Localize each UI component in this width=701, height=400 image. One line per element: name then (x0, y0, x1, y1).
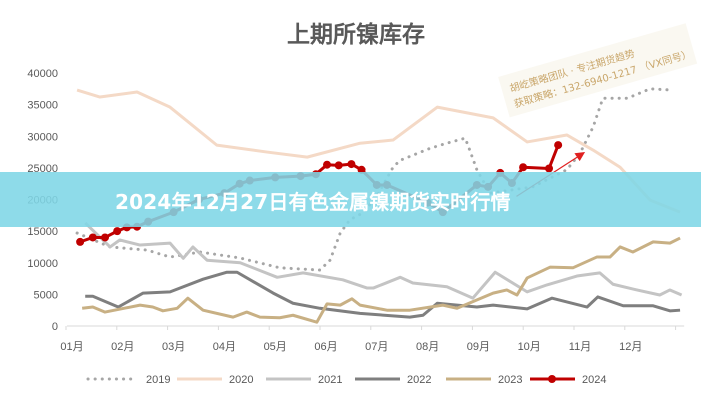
y-tick-label: 40000 (27, 68, 58, 80)
headline-banner (0, 172, 701, 227)
data-point-2024 (76, 237, 85, 246)
data-point-2024 (88, 233, 97, 242)
data-point-2024 (545, 164, 554, 173)
series-2021 (84, 221, 683, 300)
x-tick-label: 12月 (619, 341, 642, 353)
legend-item-2021: 2021 (266, 374, 342, 386)
legend-label: 2021 (318, 374, 342, 386)
x-tick-label: 04月 (213, 341, 236, 353)
legend-label: 2019 (146, 374, 170, 386)
legend-label: 2023 (498, 374, 522, 386)
x-tick-label: 09月 (467, 341, 490, 353)
data-point-2024 (357, 165, 366, 174)
y-tick-label: 15000 (27, 226, 58, 238)
x-tick-label: 02月 (111, 341, 134, 353)
x-tick-label: 07月 (365, 341, 388, 353)
data-point-2024 (113, 227, 122, 236)
y-tick-label: 25000 (27, 163, 58, 175)
legend-item-2019: 2019 (86, 374, 170, 386)
legend-item-2023: 2023 (446, 374, 522, 386)
watermark: 胡屹策略团队 · 专注期货趋势 获取策略：132-6940-1217 （VX同号… (498, 23, 698, 118)
y-tick-label: 35000 (27, 100, 58, 112)
legend: 2019 2020 2021 2022 2023 2024 (86, 374, 606, 386)
legend-label: 2020 (229, 374, 253, 386)
series-line-2019 (75, 87, 675, 272)
series-2020 (76, 88, 681, 214)
series-line-2021 (84, 221, 683, 300)
y-axis: 0500010000150002000025000300003500040000 (27, 68, 58, 333)
data-point-2024 (554, 141, 563, 150)
series-2023 (81, 236, 681, 324)
legend-label: 2022 (407, 374, 431, 386)
data-point-2024 (347, 160, 356, 169)
x-tick-label: 11月 (569, 341, 591, 353)
data-point-2024 (323, 160, 332, 169)
series-line-2023 (81, 236, 681, 324)
data-point-2024 (101, 233, 110, 242)
headline-text: 2024年12月27日有色金属镍期货实时行情 (115, 190, 511, 214)
y-tick-label: 30000 (27, 131, 58, 143)
x-tick-label: 05月 (264, 341, 287, 353)
legend-marker (548, 375, 556, 383)
chart-title: 上期所镍库存 (287, 21, 425, 48)
y-tick-label: 5000 (34, 289, 58, 301)
series-2022 (85, 270, 681, 319)
x-axis: 01月 02月 03月 04月 05月 06月 07月 08月 09月 10月 11月 12月 (60, 325, 685, 353)
y-tick-label: 10000 (27, 258, 58, 270)
x-tick-label: 08月 (416, 341, 439, 353)
x-tick-label: 01月 (60, 341, 83, 353)
x-tick-label: 06月 (314, 341, 337, 353)
legend-item-2024: 2024 (530, 374, 606, 386)
data-point-2024 (519, 163, 528, 172)
legend-item-2022: 2022 (355, 374, 431, 386)
data-point-2024 (334, 161, 343, 170)
legend-label: 2024 (582, 374, 606, 386)
x-tick-label: 03月 (162, 341, 185, 353)
y-tick-label: 0 (52, 321, 58, 333)
legend-item-2020: 2020 (177, 374, 253, 386)
x-tick-label: 10月 (518, 341, 541, 353)
